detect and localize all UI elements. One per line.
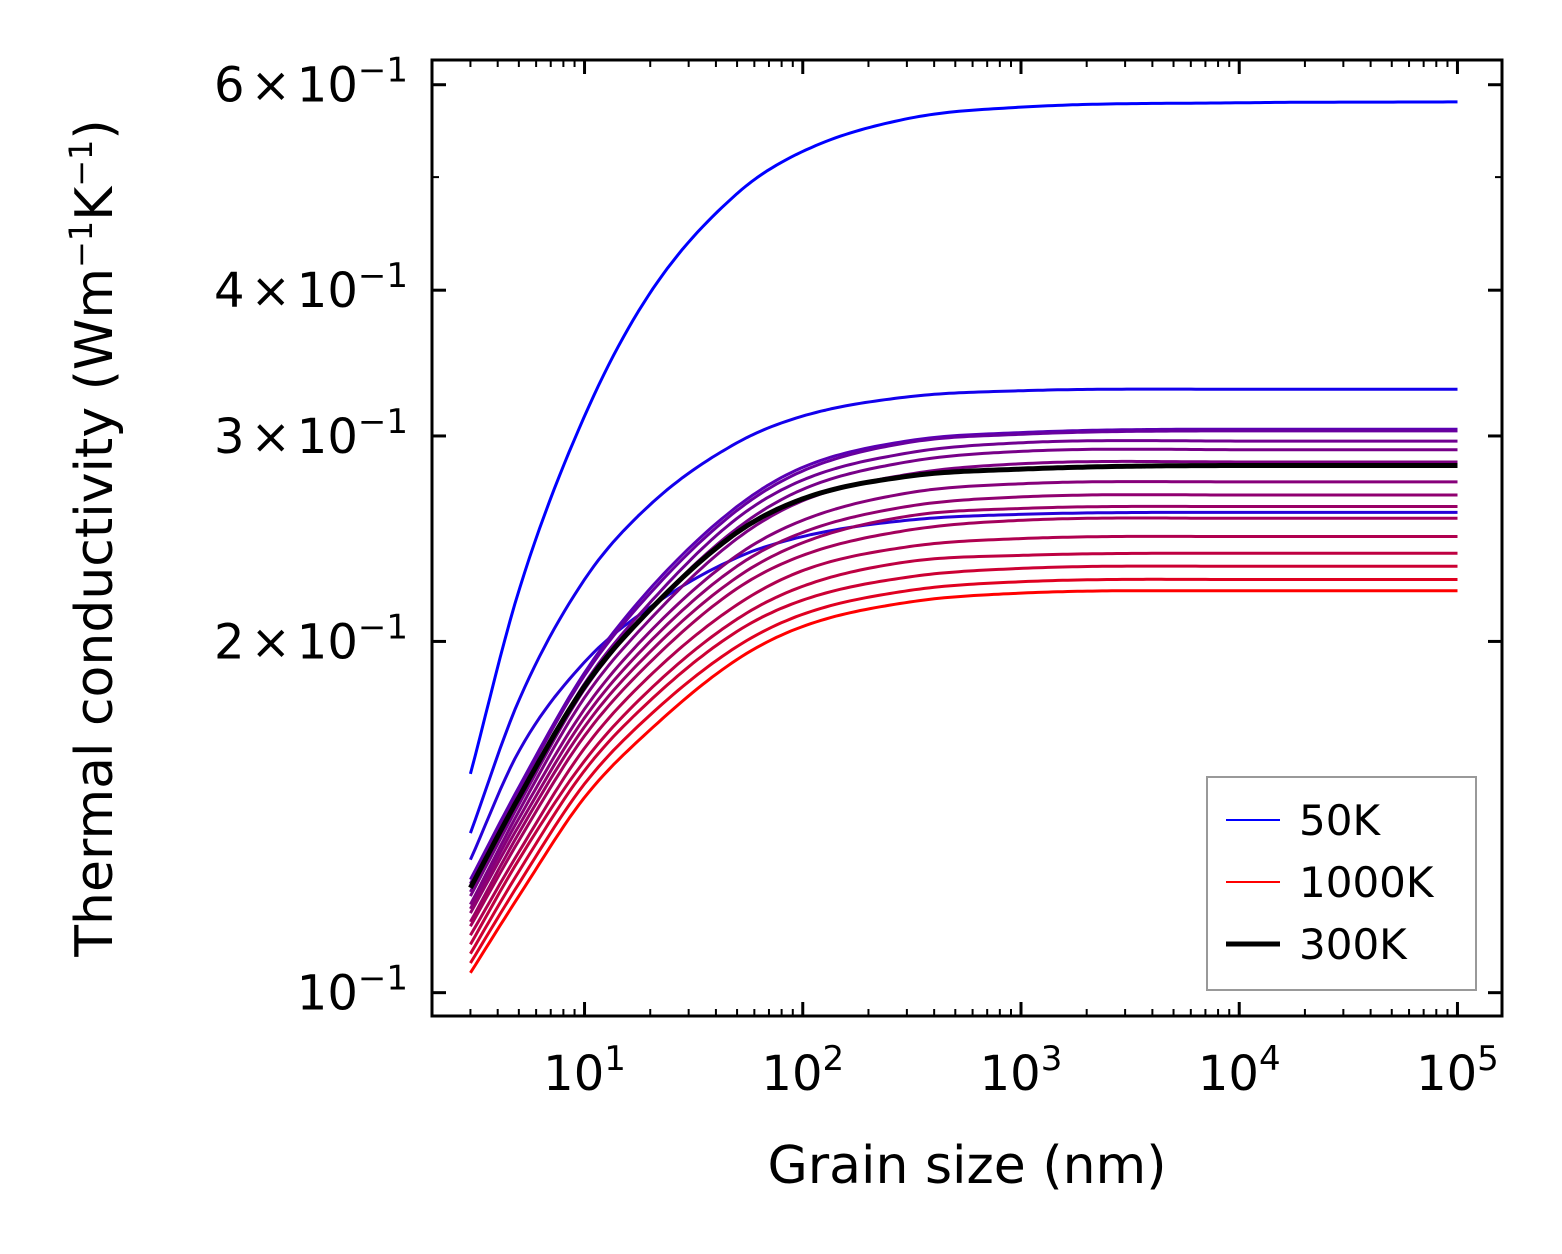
x-axis-title: Grain size (nm) — [767, 1136, 1166, 1196]
y-tick-label: 2 × 10−1 — [214, 607, 408, 670]
x-tick-label: 104 — [1198, 1039, 1281, 1102]
y-tick-base: 10 — [297, 614, 358, 670]
y-axis-title-sup2: −1 — [62, 140, 100, 187]
legend: 50K 1000K 300K — [1206, 776, 1477, 991]
x-tick-label: 103 — [980, 1039, 1063, 1102]
x-tick-exp: 4 — [1259, 1039, 1281, 1079]
y-tick-mantissa: 4 — [214, 263, 245, 319]
series-line-100k — [468, 387, 1458, 834]
x-tick-label: 102 — [761, 1039, 844, 1102]
series-line-650k — [469, 516, 1458, 928]
y-tick-exp: −1 — [358, 402, 408, 442]
x-tick-base: 10 — [980, 1046, 1041, 1102]
y-axis-title-sup1: −1 — [62, 221, 100, 268]
y-axis-title-end: ) — [65, 119, 125, 139]
y-tick-exp: −1 — [358, 256, 408, 296]
legend-box — [1206, 776, 1477, 991]
y-tick-exp: −1 — [358, 959, 408, 999]
y-tick-label: 4 × 10−1 — [214, 256, 408, 319]
x-tick-exp: 5 — [1477, 1039, 1499, 1079]
series-line-350k — [469, 439, 1458, 893]
plot-lines — [468, 100, 1458, 974]
y-tick-mantissa: 6 — [214, 58, 245, 114]
series-line-250k — [469, 429, 1458, 885]
x-tick-exp: 3 — [1041, 1039, 1063, 1079]
x-tick-base: 10 — [1198, 1046, 1259, 1102]
series-line-500k — [469, 480, 1458, 910]
x-tick-label: 101 — [543, 1039, 626, 1102]
series-line-600k — [469, 504, 1458, 923]
y-tick-base: 10 — [297, 966, 358, 1022]
series-line-450k — [469, 459, 1458, 906]
y-tick-times: × — [251, 409, 291, 465]
series-line-1000k — [469, 589, 1458, 974]
y-tick-base: 10 — [297, 263, 358, 319]
y-tick-exp: −1 — [358, 51, 408, 91]
major-ticks — [432, 60, 1502, 1016]
plot-frame — [430, 58, 1504, 1018]
x-tick-label: 105 — [1416, 1039, 1499, 1102]
y-tick-times: × — [251, 263, 291, 319]
legend-label-50k: 50K — [1299, 796, 1381, 845]
y-tick-base: 10 — [297, 58, 358, 114]
y-axis-title-main: Thermal conductivity (Wm — [65, 268, 125, 958]
y-tick-label: 10−1 — [297, 959, 408, 1022]
x-tick-exp: 1 — [604, 1039, 626, 1079]
series-line-800k — [469, 564, 1458, 955]
legend-label-1000k: 1000K — [1299, 858, 1435, 907]
x-tick-base: 10 — [1416, 1046, 1477, 1102]
series-line-750k — [469, 551, 1458, 946]
y-tick-times: × — [251, 614, 291, 670]
y-axis-title: Thermal conductivity (Wm−1K−1) — [62, 119, 125, 957]
x-tick-base: 10 — [543, 1046, 604, 1102]
y-tick-label: 6 × 10−1 — [214, 51, 408, 114]
y-tick-mantissa: 3 — [214, 409, 245, 465]
series-line-200k — [469, 427, 1458, 881]
y-tick-label: 3 × 10−1 — [214, 402, 408, 465]
y-tick-base: 10 — [297, 409, 358, 465]
y-tick-exp: −1 — [358, 607, 408, 647]
y-tick-times: × — [251, 58, 291, 114]
series-line-50k — [468, 100, 1458, 775]
x-tick-base: 10 — [761, 1046, 822, 1102]
legend-label-300k: 300K — [1299, 920, 1408, 969]
series-line-700k — [469, 534, 1458, 936]
series-line-300k — [468, 463, 1458, 889]
x-tick-exp: 2 — [822, 1039, 844, 1079]
series-line-900k — [469, 577, 1458, 964]
y-axis-title-mid: K — [65, 185, 125, 221]
series-line-550k — [469, 493, 1458, 914]
y-tick-mantissa: 2 — [214, 614, 245, 670]
